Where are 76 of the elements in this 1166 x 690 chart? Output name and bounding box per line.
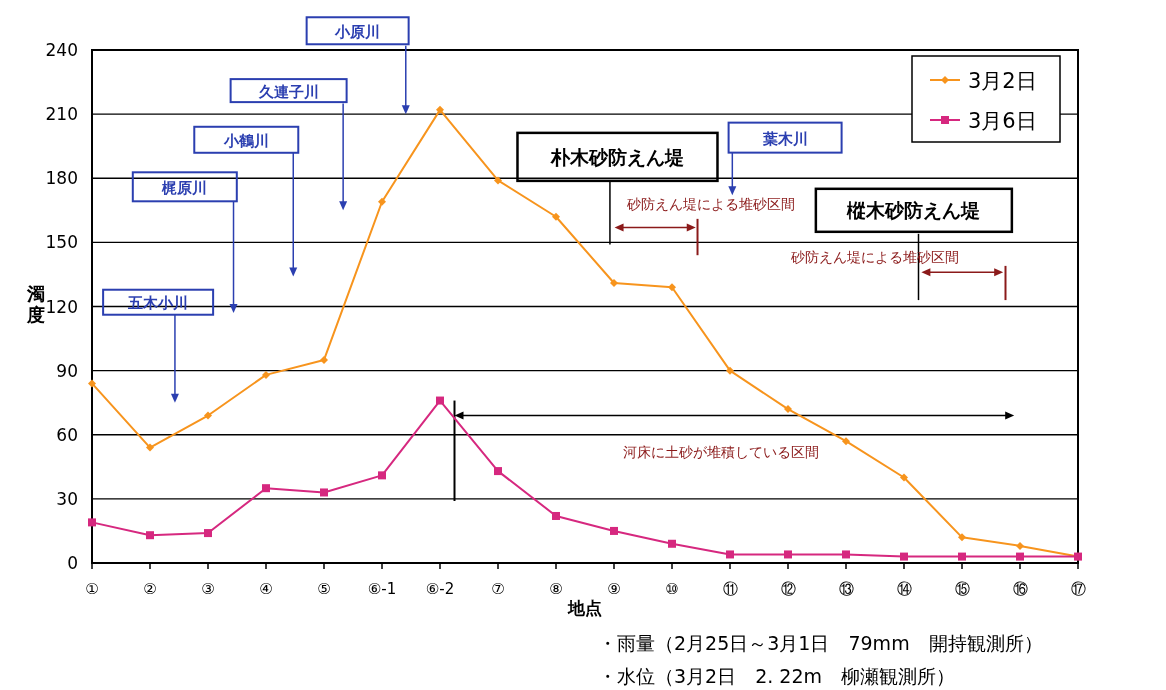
point	[784, 550, 792, 559]
point	[958, 533, 966, 542]
point	[610, 278, 618, 287]
annotation: 砂防えん堤による堆砂区間	[626, 195, 796, 212]
point	[146, 531, 154, 540]
x-axis-title: 地点	[567, 598, 602, 618]
annotation: 葉木川	[761, 129, 808, 148]
point	[320, 488, 328, 497]
x-tick-label: ⑥-1	[367, 580, 397, 598]
x-tick-label: ⑭	[896, 580, 912, 598]
y-tick-label: 240	[45, 40, 78, 60]
x-tick-label: ①	[85, 580, 99, 598]
annotation: 小鶴川	[222, 131, 269, 150]
point	[88, 518, 96, 527]
x-tick-label: ⑧	[549, 580, 563, 598]
x-tick-label: ④	[259, 580, 273, 598]
point	[842, 550, 850, 559]
y-tick-label: 180	[45, 168, 78, 189]
x-tick-label: ⑯	[1012, 580, 1028, 598]
point	[436, 396, 444, 405]
point	[668, 539, 676, 548]
point	[494, 467, 502, 476]
text: ・水位（3月2日 2. 22m 柳瀬観測所）	[598, 665, 956, 687]
point	[436, 105, 444, 114]
point	[262, 484, 270, 493]
point	[958, 552, 966, 561]
y-tick-label: 150	[45, 232, 78, 253]
point	[378, 471, 386, 480]
x-tick-label: ⑮	[954, 580, 970, 598]
annotation: 梶原川	[161, 178, 208, 197]
y-tick-label: 120	[45, 296, 78, 317]
annotation: 樅木砂防えん堤	[846, 199, 981, 222]
annotation: 河床に土砂が堆積している区間	[622, 443, 819, 460]
point	[320, 355, 328, 364]
x-tick-label: ⑰	[1070, 580, 1086, 598]
point	[726, 550, 734, 559]
point	[552, 212, 560, 221]
text: 小原川	[334, 22, 381, 41]
point	[900, 552, 908, 561]
point	[784, 405, 792, 414]
annotation: 久連子川	[257, 82, 319, 101]
x-tick-label: ②	[143, 580, 157, 598]
x-tick-label: ⑫	[780, 580, 796, 598]
x-tick-label: ⑪	[722, 580, 738, 598]
x-tick-label: ⑬	[838, 580, 854, 598]
point	[610, 526, 618, 535]
point	[146, 443, 154, 452]
point	[262, 370, 270, 379]
point	[1016, 541, 1024, 550]
x-tick-label: ⑨	[607, 580, 621, 598]
y-tick-label: 30	[56, 488, 78, 509]
point	[552, 511, 560, 520]
point	[900, 473, 908, 482]
point	[204, 529, 212, 538]
point	[494, 176, 502, 185]
point	[1016, 552, 1024, 561]
y-tick-label: 0	[67, 553, 78, 573]
x-tick-label: ③	[201, 580, 215, 598]
point	[378, 197, 386, 206]
point	[668, 283, 676, 292]
y-axis-title: 濁度	[26, 283, 45, 325]
x-tick-label: ⑦	[491, 580, 505, 598]
y-tick-label: 60	[56, 424, 78, 445]
point	[842, 437, 850, 446]
legend-label: 3月6日	[968, 109, 1037, 133]
point	[204, 411, 212, 420]
point	[726, 366, 734, 375]
y-tick-label: 210	[45, 104, 78, 125]
y-tick-label: 90	[56, 360, 78, 381]
x-tick-label: ⑤	[317, 580, 331, 598]
point	[88, 379, 96, 388]
text: ・雨量（2月25日～3月1日 79mm 開持観測所）	[598, 632, 1043, 654]
annotation: 朴木砂防えん堤	[549, 145, 684, 168]
legend-label: 3月2日	[968, 69, 1037, 93]
x-tick-label: ⑥-2	[425, 580, 455, 598]
x-tick-label: ⑩	[665, 580, 679, 598]
